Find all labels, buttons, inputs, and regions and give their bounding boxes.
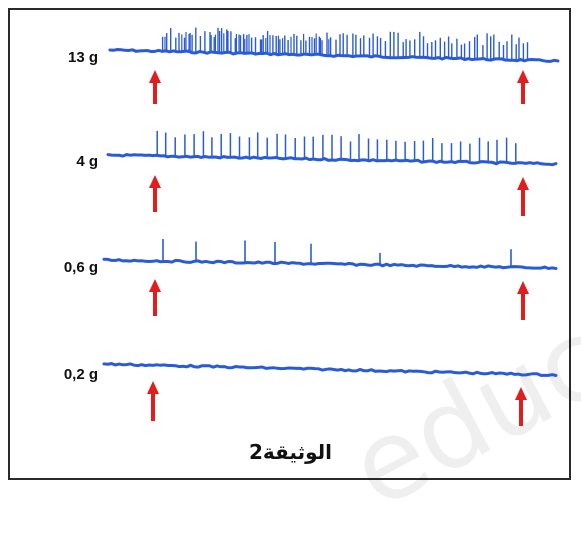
- recording-row-0-6g: 0,6 g: [64, 239, 558, 320]
- arrow-shaft: [521, 82, 525, 104]
- stimulus-start-arrow-0-6g: [149, 279, 161, 316]
- arrow-head: [149, 175, 161, 188]
- arrow-head: [517, 281, 529, 294]
- row-label-0-2g: 0,2 g: [64, 366, 98, 383]
- arrow-head: [517, 70, 529, 83]
- arrow-shaft: [521, 189, 525, 216]
- stimulus-end-arrow-4g: [517, 177, 529, 216]
- row-label-4g: 4 g: [76, 153, 98, 170]
- stimulus-end-arrow-0-2g: [515, 387, 527, 426]
- stimulus-start-arrow-0-2g: [147, 381, 159, 421]
- recording-row-4g: 4 g: [76, 130, 558, 216]
- arrow-head: [515, 387, 527, 400]
- stimulus-end-arrow-13g: [517, 70, 529, 104]
- arrow-shaft: [153, 187, 157, 212]
- arrow-shaft: [519, 399, 523, 426]
- recording-row-13g: 13 g: [68, 27, 560, 104]
- stimulus-end-arrow-0-6g: [517, 281, 529, 320]
- arrow-shaft: [153, 82, 157, 104]
- stimulus-start-arrow-4g: [149, 175, 161, 212]
- arrow-head: [149, 279, 161, 292]
- arrow-shaft: [151, 393, 155, 421]
- arrow-head: [147, 381, 159, 394]
- arrow-head: [517, 177, 529, 190]
- row-label-0-6g: 0,6 g: [64, 259, 98, 276]
- baseline-trace-0-6g: [102, 257, 558, 271]
- arrow-shaft: [521, 293, 525, 320]
- arrow-head: [149, 70, 161, 83]
- arrow-shaft: [153, 291, 157, 316]
- spike-train-13g: [161, 27, 529, 61]
- document-frame: [8, 8, 571, 480]
- spike-train-0-6g: [162, 239, 512, 268]
- row-label-13g: 13 g: [68, 49, 98, 66]
- document-caption: الوثيقة2: [248, 440, 333, 464]
- recording-row-0-2g: 0,2 g: [64, 362, 558, 426]
- baseline-trace-4g: [106, 153, 558, 167]
- stimulus-start-arrow-13g: [149, 70, 161, 104]
- spike-train-4g: [156, 130, 517, 164]
- baseline-trace-0-2g: [102, 362, 558, 377]
- nerve-recording-figure: 13 g 4 g 0,6 g 0,2 g: [64, 27, 560, 426]
